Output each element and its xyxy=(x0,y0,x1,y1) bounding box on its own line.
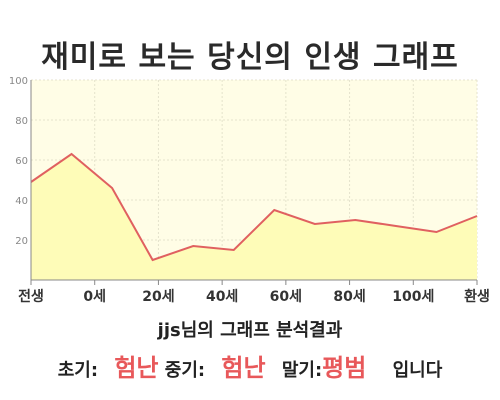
result-line: 초기: 험난 중기: 험난 말기:평범 입니다 xyxy=(0,348,500,383)
x-tick-label: 환생 xyxy=(464,288,490,305)
x-tick-label: 전생 xyxy=(18,288,44,305)
page-title: 재미로 보는 당신의 인생 그래프 xyxy=(41,40,459,75)
x-tick-labels: 전생 0세 20세 40세 60세 80세 100세 환생 xyxy=(18,288,490,305)
summary-suffix: 님의 그래프 분석결과 xyxy=(180,320,343,341)
x-tick-label: 20세 xyxy=(142,289,174,305)
late-label: 말기: xyxy=(281,360,323,381)
early-value: 험난 xyxy=(114,354,159,382)
life-line xyxy=(30,152,478,262)
mid-value: 험난 xyxy=(221,354,266,382)
y-tick-labels: 20 40 60 80 100 xyxy=(9,76,28,247)
x-tick-label: 80세 xyxy=(333,289,365,305)
y-tick-label: 40 xyxy=(15,196,28,207)
x-tick-label: 100세 xyxy=(392,289,434,305)
late-value: 평범 xyxy=(322,354,367,382)
summary-text: jjs님의 그래프 분석결과 xyxy=(0,316,500,342)
ending-text: 입니다 xyxy=(392,360,443,381)
y-tick-label: 80 xyxy=(15,116,28,127)
y-tick-label: 100 xyxy=(9,76,28,87)
y-tick-label: 60 xyxy=(15,156,28,167)
y-tick-label: 20 xyxy=(15,236,28,247)
x-tick-label: 40세 xyxy=(206,289,238,305)
x-tick-label: 60세 xyxy=(270,289,302,305)
life-area xyxy=(31,154,477,280)
mid-label: 중기: xyxy=(164,360,206,381)
x-tick-label: 0세 xyxy=(83,289,106,305)
summary-name: jjs xyxy=(157,320,181,341)
chart-axes xyxy=(30,80,478,285)
early-label: 초기: xyxy=(57,360,99,381)
